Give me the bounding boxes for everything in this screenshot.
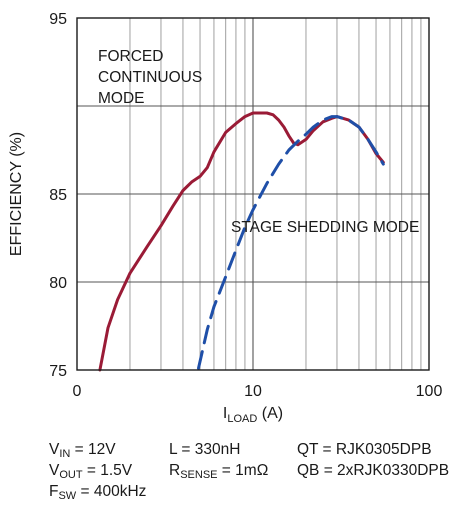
annotation-forced-line-3: MODE: [98, 90, 145, 107]
annotation-forced-line-1: FORCED: [98, 48, 163, 65]
condition-inductance: L = 330nH: [169, 441, 241, 458]
x-axis-label: ILOAD (A): [223, 405, 283, 425]
y-tick-label: 80: [49, 275, 67, 292]
condition-qb: QB = 2xRJK0330DPB: [297, 462, 450, 479]
grid: [77, 18, 429, 370]
condition-rsense-value: = 1mΩ: [217, 462, 269, 479]
condition-fsw-sub: SW: [58, 490, 77, 502]
x-axis-label-main: I: [223, 405, 227, 422]
condition-vin-value: = 12V: [70, 441, 116, 458]
condition-vin: VIN = 12V: [49, 441, 116, 460]
annotation-forced: FORCED CONTINUOUS MODE: [98, 48, 202, 107]
condition-vout: VOUT = 1.5V: [49, 462, 132, 481]
condition-rsense-sub: SENSE: [180, 469, 218, 481]
tick-labels: 0 10 100 75 80 85 95: [49, 11, 442, 400]
annotation-stage-shedding: STAGE SHEDDING MODE: [231, 219, 419, 236]
y-tick-label: 75: [49, 363, 67, 380]
condition-vin-sub: IN: [59, 448, 71, 460]
x-tick-label: 10: [244, 383, 262, 400]
y-tick-label: 95: [49, 11, 67, 28]
y-axis-label: EFFICIENCY (%): [8, 132, 25, 256]
annotation-forced-line-2: CONTINUOUS: [98, 69, 202, 86]
condition-rsense: RSENSE = 1mΩ: [169, 462, 268, 481]
condition-rsense-main: R: [169, 462, 181, 479]
condition-vout-main: V: [49, 462, 60, 479]
series-layer: [98, 111, 385, 372]
condition-fsw-main: F: [49, 483, 59, 500]
x-tick-label: 0: [73, 383, 82, 400]
condition-vout-sub: OUT: [59, 469, 83, 481]
condition-fsw: FSW = 400kHz: [49, 483, 146, 502]
condition-fsw-value: = 400kHz: [76, 483, 147, 500]
plot-frame: [76, 17, 430, 371]
condition-qt: QT = RJK0305DPB: [297, 441, 432, 458]
condition-vout-value: = 1.5V: [82, 462, 133, 479]
x-tick-label: 100: [416, 383, 443, 400]
efficiency-chart: 0 10 100 75 80 85 95 FORCED CONTINUOUS MODE ST…: [8, 11, 442, 425]
condition-vin-main: V: [49, 441, 60, 458]
x-axis-label-sub: LOAD: [227, 413, 257, 425]
y-tick-label: 85: [49, 187, 67, 204]
series-line-stage-shedding: [197, 115, 385, 370]
series-line-forced-continuous: [98, 111, 385, 372]
x-axis-label-unit: (A): [257, 405, 283, 422]
